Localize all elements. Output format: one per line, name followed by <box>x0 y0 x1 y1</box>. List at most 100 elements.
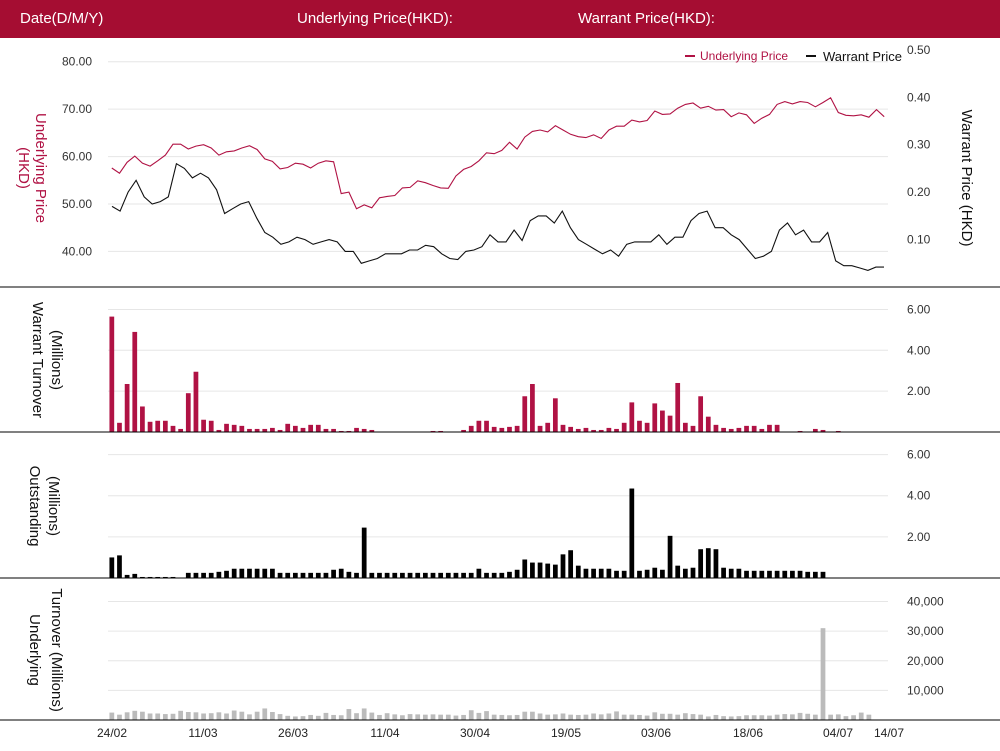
x-tick-label: 11/03 <box>188 726 217 740</box>
underlying-turnover-bar <box>292 716 298 720</box>
underlying-turnover-bar <box>300 716 306 720</box>
outstanding-bar <box>759 570 765 578</box>
axis-title-line: Outstanding <box>26 466 43 547</box>
warrant-turnover-bar <box>690 425 696 432</box>
warrant-turnover-bar <box>660 410 665 432</box>
warrant-turnover-bar <box>751 425 757 432</box>
underlying-price-line <box>111 97 885 210</box>
underlying-turnover-bar <box>767 715 772 720</box>
date-label: Date(D/M/Y) <box>20 10 104 27</box>
outstanding-bar <box>660 569 665 578</box>
underlying-turnover-bar <box>254 711 260 720</box>
underlying-turnover-bar <box>162 714 168 720</box>
warrant-turnover-bar <box>178 428 184 432</box>
outstanding-bar <box>422 572 428 578</box>
underlying-price-label: Underlying Price(HKD): <box>297 10 453 27</box>
y-axis-title: Underlying Price(HKD) <box>15 113 49 223</box>
warrant-turnover-bar <box>476 420 482 432</box>
x-tick-label: 24/02 <box>97 726 127 740</box>
outstanding-bar <box>438 572 444 578</box>
legend-warrant-label: Warrant Price <box>823 49 902 64</box>
underlying-turnover-bar <box>583 714 589 720</box>
outstanding-bar <box>445 572 451 578</box>
outstanding-bar <box>698 549 704 578</box>
warrant-turnover-bar <box>606 427 612 432</box>
outstanding-bar <box>568 550 574 578</box>
outstanding-bar <box>790 570 795 578</box>
outstanding-bar <box>728 568 734 578</box>
x-tick-label: 26/03 <box>278 726 308 740</box>
y-tick-label: 30,000 <box>907 624 944 638</box>
outstanding-bar <box>407 572 413 578</box>
warrant-turnover-bar <box>331 428 336 432</box>
outstanding-bar <box>820 571 826 578</box>
outstanding-bar <box>575 565 581 578</box>
outstanding-bar <box>644 569 650 578</box>
x-tick-label: 14/07 <box>874 726 904 740</box>
warrant-turnover-bar <box>430 430 436 432</box>
outstanding-bar <box>690 567 696 578</box>
underlying-turnover-bar <box>851 715 856 720</box>
warrant-turnover-bar <box>797 430 803 432</box>
underlying-turnover-bar <box>568 714 574 720</box>
underlying-turnover-bar <box>698 714 704 720</box>
outstanding-bar <box>751 570 757 578</box>
underlying-turnover-bar <box>377 714 382 720</box>
y2-tick-label: 0.30 <box>907 138 931 152</box>
warrant-turnover-bar <box>820 429 826 432</box>
warrant-turnover-bar <box>193 371 199 432</box>
underlying-turnover-bar <box>407 714 413 720</box>
underlying-turnover-bar <box>224 713 229 720</box>
outstanding-bar <box>736 568 742 578</box>
axis-title-line: Underlying Price <box>32 113 49 223</box>
underlying-turnover-bar <box>522 711 528 720</box>
underlying-turnover-bar <box>117 714 122 720</box>
underlying-turnover-bar <box>285 715 291 720</box>
warrant-turnover-bar <box>231 424 237 432</box>
warrant-turnover-bar <box>140 406 145 432</box>
y2-tick-label: 0.10 <box>907 233 931 247</box>
outstanding-bar <box>354 572 359 578</box>
y-tick-label: 4.00 <box>907 343 931 357</box>
underlying-turnover-bar <box>721 716 726 720</box>
y2-axis-title: Warrant Price (HKD) <box>958 110 975 247</box>
warrant-turnover-bar <box>629 402 635 432</box>
outstanding-bar <box>476 568 482 578</box>
warrant-turnover-bar <box>698 396 704 432</box>
underlying-turnover-bar <box>270 712 275 720</box>
outstanding-bar <box>652 567 658 578</box>
underlying-turnover-bar <box>338 715 344 720</box>
warrant-turnover-bar <box>614 428 619 432</box>
axis-title-line: (HKD) <box>15 147 32 189</box>
underlying-turnover-bar <box>667 713 673 720</box>
warrant-turnover-bar <box>468 425 474 432</box>
underlying-turnover-bar <box>400 715 405 720</box>
warrant-turnover-bar <box>132 331 138 432</box>
outstanding-bar <box>285 572 291 578</box>
outstanding-bar <box>782 570 788 578</box>
underlying-turnover-bar <box>109 712 115 720</box>
warrant-turnover-bar <box>744 425 749 432</box>
outstanding-bar <box>461 572 466 578</box>
axis-title-line: Warrant Turnover <box>29 302 46 418</box>
warrant-turnover-bar <box>155 420 161 432</box>
underlying-turnover-bar <box>354 713 359 720</box>
outstanding-bar <box>193 572 199 578</box>
warrant-turnover-bar <box>254 428 260 432</box>
x-tick-label: 18/06 <box>733 726 763 740</box>
warrant-turnover-bar <box>162 420 168 432</box>
outstanding-bar <box>155 576 161 578</box>
warrant-turnover-bar <box>507 426 512 432</box>
outstanding-bar <box>147 576 153 578</box>
underlying-turnover-bar <box>759 715 765 720</box>
outstanding-bar <box>491 572 497 578</box>
outstanding-bar <box>637 570 642 578</box>
underlying-turnover-bar <box>445 714 451 720</box>
outstanding-bar <box>300 572 306 578</box>
underlying-turnover-bar <box>132 710 138 720</box>
underlying-turnover-bar <box>484 711 489 720</box>
warrant-turnover-bar <box>637 420 642 432</box>
underlying-turnover-bar <box>331 714 336 720</box>
outstanding-bar <box>415 572 421 578</box>
warrant-price-line <box>111 162 884 271</box>
